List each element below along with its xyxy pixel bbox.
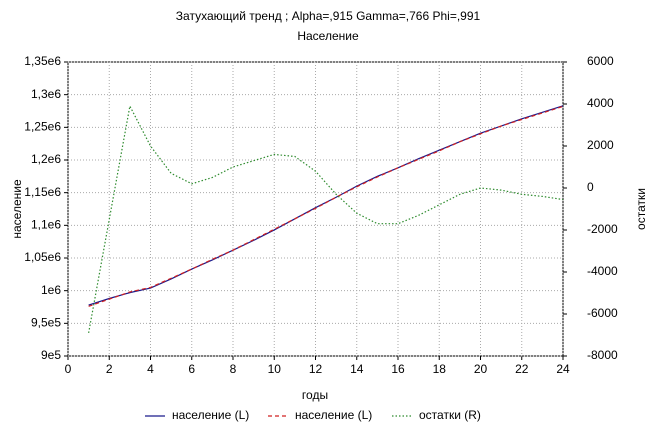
y-tick-label: 1,2e6	[31, 152, 61, 166]
y2-tick-label: -8000	[587, 348, 618, 362]
y2-tick-label: 4000	[587, 96, 614, 110]
x-tick-label: 6	[188, 362, 195, 376]
y2-tick-label: 2000	[587, 138, 614, 152]
y-tick-label: 9,5e5	[31, 316, 61, 330]
x-tick-label: 14	[350, 362, 364, 376]
x-tick-label: 12	[309, 362, 323, 376]
legend-label: население (L)	[172, 408, 249, 422]
y2-tick-label: -4000	[587, 264, 618, 278]
series-line	[88, 104, 564, 334]
series-line	[88, 105, 564, 307]
series-line	[88, 105, 564, 306]
x-tick-label: 8	[230, 362, 237, 376]
x-tick-label: 20	[474, 362, 488, 376]
chart-title: Затухающий тренд ; Alpha=,915 Gamma=,766…	[176, 9, 481, 23]
x-tick-label: 2	[106, 362, 113, 376]
chart-subtitle: Население	[297, 29, 359, 43]
x-tick-label: 10	[268, 362, 282, 376]
y2-tick-label: -6000	[587, 306, 618, 320]
x-tick-label: 0	[65, 362, 72, 376]
y-tick-label: 1,3e6	[31, 87, 61, 101]
y-tick-label: 1,15e6	[24, 185, 61, 199]
legend-label: население (L)	[295, 408, 372, 422]
y2-tick-label: 0	[587, 180, 594, 194]
y-tick-label: 1,05e6	[24, 250, 61, 264]
y2-tick-label: -2000	[587, 222, 618, 236]
x-axis-label: годы	[302, 388, 328, 402]
x-tick-label: 18	[433, 362, 447, 376]
y-axis-label: население	[10, 179, 24, 239]
y-tick-label: 1,25e6	[24, 120, 61, 134]
y-tick-label: 1,35e6	[24, 54, 61, 68]
x-tick-label: 24	[556, 362, 570, 376]
x-tick-label: 22	[515, 362, 529, 376]
y-tick-label: 9e5	[41, 348, 61, 362]
y-tick-label: 1,1e6	[31, 218, 61, 232]
x-tick-label: 4	[147, 362, 154, 376]
y2-tick-label: 6000	[587, 54, 614, 68]
y2-axis-label: остатки	[634, 188, 648, 230]
x-tick-label: 16	[391, 362, 405, 376]
y-tick-label: 1e6	[41, 283, 61, 297]
legend-label: остатки (R)	[419, 408, 481, 422]
